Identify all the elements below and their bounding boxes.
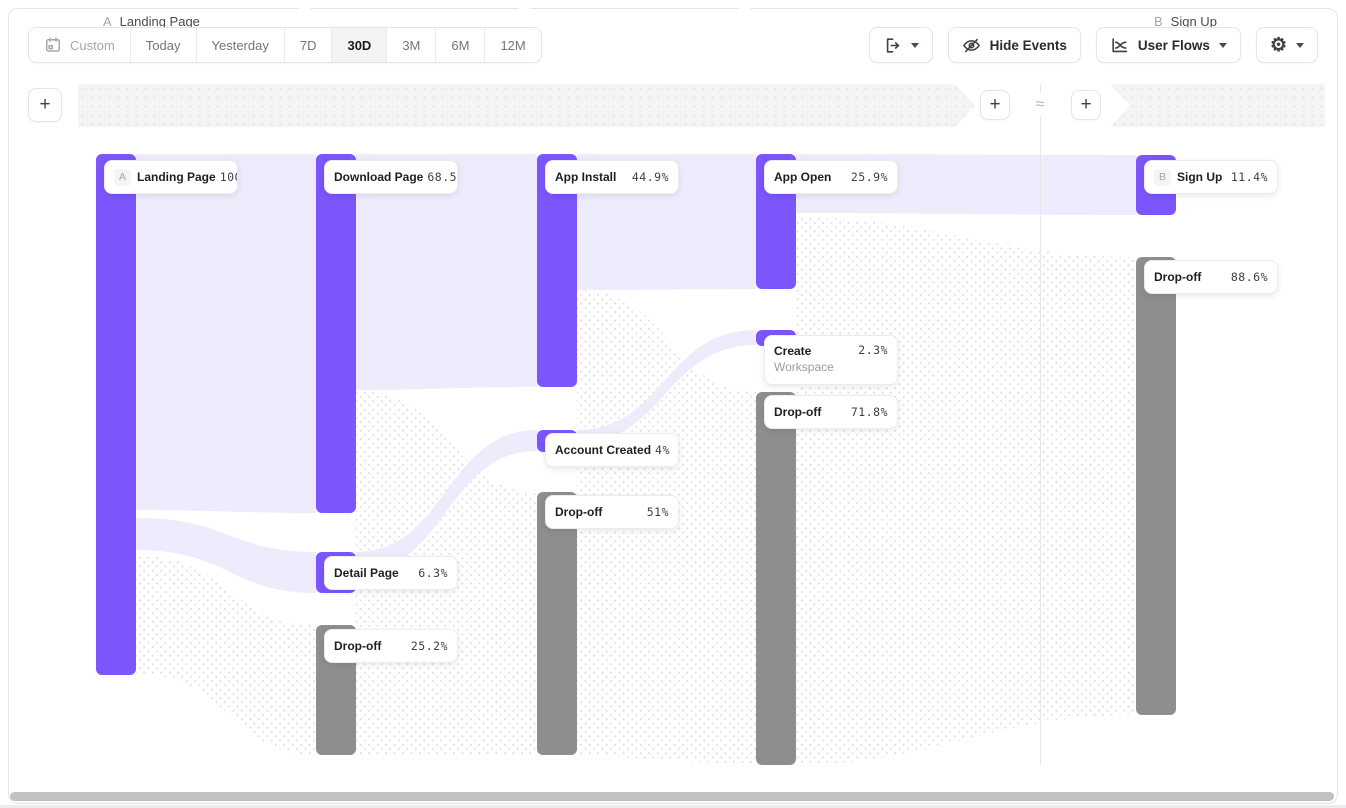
sankey-bar-landing-page[interactable] xyxy=(96,154,136,675)
node-value: 44.9% xyxy=(631,170,669,184)
sankey-bar-download-page[interactable] xyxy=(316,154,356,513)
step-letter-b: B xyxy=(1154,14,1163,29)
date-range-today[interactable]: Today xyxy=(131,28,197,62)
node-label-create-workspace[interactable]: Create Workspace 2.3% xyxy=(764,335,898,385)
toolbar-actions: Hide Events User Flows ⚙ xyxy=(868,27,1318,63)
date-range-selector: Custom Today Yesterday 7D 30D 3M 6M 12M xyxy=(28,27,542,63)
calendar-icon xyxy=(44,36,62,54)
date-range-3m[interactable]: 3M xyxy=(387,28,437,62)
date-range-7d[interactable]: 7D xyxy=(285,28,333,62)
gear-icon: ⚙ xyxy=(1269,34,1287,56)
date-range-custom[interactable]: Custom xyxy=(29,28,131,62)
node-label-sign-up[interactable]: B Sign Up 11.4% xyxy=(1144,160,1278,194)
node-badge: A xyxy=(114,168,131,186)
node-value: 71.8% xyxy=(850,405,888,419)
date-range-12m[interactable]: 12M xyxy=(485,28,540,62)
node-value: 68.5% xyxy=(427,170,458,184)
node-label-dropoff-71[interactable]: Drop-off 71.8% xyxy=(764,395,898,429)
node-label-dropoff-88[interactable]: Drop-off 88.6% xyxy=(1144,260,1278,294)
flow-step-band-a[interactable] xyxy=(78,84,975,127)
flow-step-band-b[interactable] xyxy=(1110,84,1325,127)
step-name-a: Landing Page xyxy=(119,14,200,29)
add-step-button-section-b[interactable]: + xyxy=(1071,90,1101,120)
step-chevron-icon xyxy=(732,0,761,48)
user-flows-label: User Flows xyxy=(1137,37,1210,53)
horizontal-scrollbar-thumb[interactable] xyxy=(10,792,1334,801)
node-label-dropoff-51[interactable]: Drop-off 51% xyxy=(545,495,679,529)
export-button[interactable] xyxy=(868,27,933,63)
node-value: 11.4% xyxy=(1230,170,1268,184)
node-label-account-created[interactable]: Account Created 4% xyxy=(545,433,679,467)
date-range-6m[interactable]: 6M xyxy=(436,28,486,62)
node-label-app-install[interactable]: App Install 44.9% xyxy=(545,160,679,194)
hide-events-label: Hide Events xyxy=(989,37,1067,53)
node-label-app-open[interactable]: App Open 25.9% xyxy=(764,160,898,194)
section-divider xyxy=(1040,84,1041,766)
settings-button[interactable]: ⚙ xyxy=(1255,27,1318,63)
node-value: 51% xyxy=(646,505,669,519)
node-value: 6.3% xyxy=(418,566,448,580)
add-step-button-left[interactable]: + xyxy=(28,88,62,122)
flow-step-a-label: A Landing Page xyxy=(103,0,200,43)
caret-down-icon xyxy=(1296,42,1304,48)
node-badge: B xyxy=(1154,168,1171,186)
node-value: 25.2% xyxy=(410,639,448,653)
export-icon xyxy=(883,36,902,55)
approx-connector: ≈ xyxy=(1029,94,1051,116)
node-value: 4% xyxy=(655,443,670,457)
bottom-edge xyxy=(0,805,1346,808)
node-value: 2.3% xyxy=(858,343,888,357)
add-step-button-section-a[interactable]: + xyxy=(980,90,1010,120)
sankey-bar-dropoff-71[interactable] xyxy=(756,392,796,765)
step-name-b: Sign Up xyxy=(1170,14,1217,29)
node-label-download-page[interactable]: Download Page 68.5% xyxy=(324,160,458,194)
node-value: 88.6% xyxy=(1230,270,1268,284)
caret-down-icon xyxy=(910,42,919,48)
user-flows-button[interactable]: User Flows xyxy=(1095,27,1241,63)
node-label-detail-page[interactable]: Detail Page 6.3% xyxy=(324,556,458,590)
date-range-label: Custom xyxy=(70,37,115,53)
step-letter-a: A xyxy=(103,14,112,29)
eye-off-icon xyxy=(962,36,981,55)
sankey-bar-dropoff-51[interactable] xyxy=(537,492,577,755)
caret-down-icon xyxy=(1218,42,1227,48)
hide-events-button[interactable]: Hide Events xyxy=(947,27,1081,63)
flow-step-b-label: B Sign Up xyxy=(1154,0,1217,43)
date-range-yesterday[interactable]: Yesterday xyxy=(197,28,285,62)
sankey-bar-dropoff-88[interactable] xyxy=(1136,257,1176,715)
node-label-dropoff-25[interactable]: Drop-off 25.2% xyxy=(324,629,458,663)
node-value: 100% xyxy=(219,170,237,184)
node-value: 25.9% xyxy=(850,170,888,184)
flow-chart-icon xyxy=(1110,36,1129,55)
date-range-30d[interactable]: 30D xyxy=(332,28,388,62)
